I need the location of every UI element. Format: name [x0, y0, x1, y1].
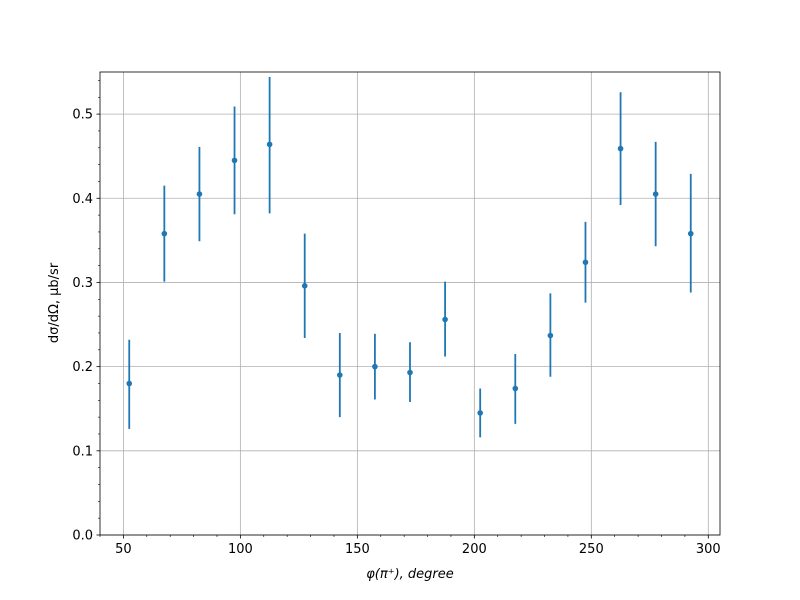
y-tick-label: 0.5: [72, 108, 93, 123]
x-tick-label: 150: [345, 542, 370, 557]
y-tick-label: 0.0: [72, 529, 93, 544]
data-point: [126, 380, 133, 387]
data-point: [407, 369, 413, 376]
data-point: [547, 332, 554, 339]
data-point: [617, 145, 624, 152]
data-point: [442, 316, 448, 323]
x-tick-label: 200: [462, 542, 487, 557]
plot-frame: [99, 71, 721, 536]
y-tick-label: 0.2: [72, 360, 93, 375]
y-tick-label: 0.1: [72, 444, 93, 459]
x-tick-label: 250: [579, 542, 604, 557]
data-point: [582, 259, 589, 266]
data-point: [231, 157, 238, 164]
data-point: [266, 141, 273, 148]
y-tick-label: 0.4: [72, 192, 93, 207]
data-point: [372, 363, 378, 370]
y-tick-label: 0.3: [72, 276, 93, 291]
data-point: [512, 385, 519, 392]
plot-background: [100, 72, 720, 535]
x-axis-label: φ(π⁺), degree: [366, 567, 454, 582]
data-point: [652, 191, 659, 197]
y-axis-label: dσ/dΩ, μb/sr: [47, 262, 62, 343]
data-point: [687, 230, 694, 237]
x-tick-label: 50: [115, 542, 132, 557]
data-point: [161, 230, 168, 237]
data-point: [301, 283, 308, 289]
ticks: 50 100 150 200 250 300 0.0 0.1 0.2 0.3 0.4 0.5: [72, 80, 721, 557]
axes: [99, 71, 721, 536]
data-point: [337, 372, 343, 378]
data-point: [477, 410, 483, 416]
data-series: [126, 77, 694, 438]
x-tick-label: 100: [228, 542, 253, 557]
data-point: [196, 191, 203, 197]
x-tick-label: 300: [696, 542, 721, 557]
